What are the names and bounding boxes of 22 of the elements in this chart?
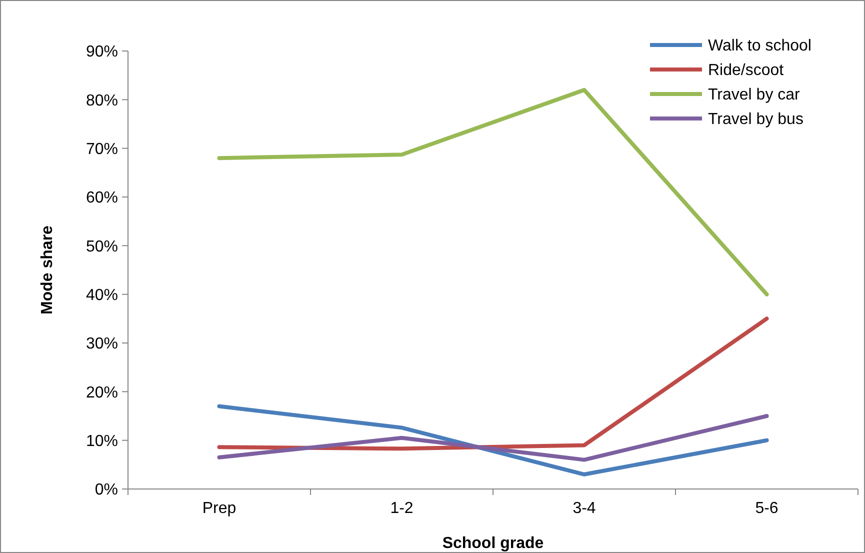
x-tick-label: 5-6 xyxy=(755,500,778,517)
y-tick-label: 30% xyxy=(86,336,118,353)
x-tick-label: 3-4 xyxy=(572,500,596,517)
y-tick-label: 10% xyxy=(86,432,118,450)
x-axis-title: School grade xyxy=(442,535,544,552)
line-series xyxy=(217,414,769,462)
y-tick-label: 60% xyxy=(86,190,118,207)
legend-label: Ride/scoot xyxy=(708,62,784,80)
y-tick-label: 20% xyxy=(86,384,118,402)
y-tick-label: 50% xyxy=(86,238,118,256)
x-tick-label: Prep xyxy=(202,500,236,517)
y-tick-label: 70% xyxy=(86,140,118,158)
legend-label: Travel by bus xyxy=(708,111,804,128)
line-series xyxy=(217,404,769,476)
y-tick-label: 0% xyxy=(94,482,118,499)
legend-label: Walk to school xyxy=(708,38,812,55)
y-tick-label: 90% xyxy=(86,44,118,61)
y-tick-label: 40% xyxy=(86,286,118,304)
x-tick-label: 1-2 xyxy=(390,500,414,517)
y-axis-title: Mode share xyxy=(39,225,56,314)
y-tick-label: 80% xyxy=(86,92,118,110)
legend-label: Travel by car xyxy=(708,86,801,104)
